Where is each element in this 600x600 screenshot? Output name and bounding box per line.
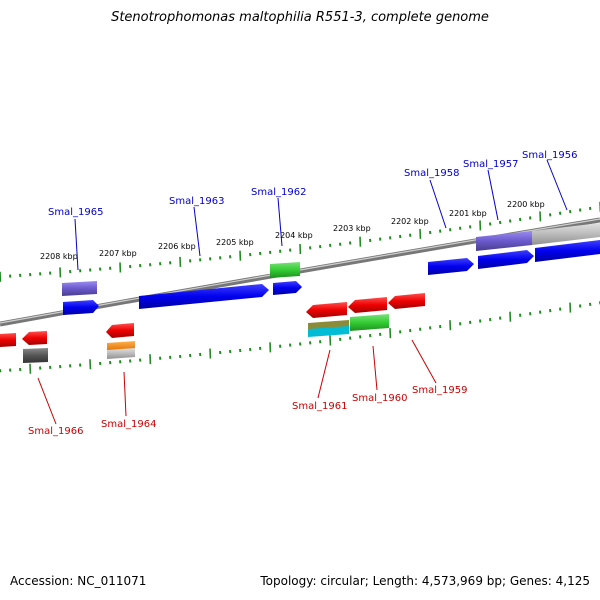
upper-scale-ticks (0, 201, 600, 282)
topology-label: Topology: circular; Length: 4,573,969 bp… (260, 574, 590, 588)
feature-green-1962[interactable] (270, 262, 300, 278)
gene-smal-1964[interactable] (106, 323, 134, 338)
feature-cyan-1961[interactable] (308, 326, 349, 337)
gene-smal-1960[interactable] (348, 297, 387, 313)
label-smal-1956[interactable]: Smal_1956 (522, 150, 577, 161)
label-smal-1961[interactable]: Smal_1961 (292, 401, 347, 412)
feature-purple-1957[interactable] (476, 231, 532, 251)
scale-label-2205: 2205 kbp (216, 238, 254, 247)
feature-darkgray-1966[interactable] (23, 348, 48, 363)
scale-label-2207: 2207 kbp (99, 249, 137, 258)
label-smal-1962[interactable]: Smal_1962 (251, 187, 306, 198)
forward-leaders (74, 159, 568, 271)
map-title: Stenotrophomonas maltophilia R551-3, com… (111, 10, 489, 25)
scale-label-2200: 2200 kbp (507, 200, 545, 209)
reverse-leaders (37, 339, 437, 425)
gene-smal-1958[interactable] (428, 258, 474, 275)
label-smal-1964[interactable]: Smal_1964 (101, 419, 156, 430)
scale-label-2201: 2201 kbp (449, 209, 487, 218)
lower-scale-ticks (0, 301, 600, 374)
label-smal-1966[interactable]: Smal_1966 (28, 426, 83, 437)
gene-smal-1966[interactable] (22, 331, 47, 345)
feature-purple-1965[interactable] (62, 281, 97, 296)
label-smal-1959[interactable]: Smal_1959 (412, 385, 467, 396)
scale-label-2206: 2206 kbp (158, 242, 196, 251)
scale-label-2204: 2204 kbp (275, 231, 313, 240)
gene-smal-1961[interactable] (306, 302, 347, 318)
gene-smal-1965[interactable] (63, 300, 99, 315)
label-smal-1963[interactable]: Smal_1963 (169, 196, 224, 207)
gene-smal-1963[interactable] (139, 284, 269, 309)
feature-green-1960[interactable] (350, 314, 389, 331)
feature-gray-1964[interactable] (107, 348, 135, 359)
gene-smal-1956[interactable] (535, 240, 600, 262)
feature-gray-1956[interactable] (532, 223, 600, 245)
accession-label: Accession: NC_011071 (10, 574, 147, 588)
scale-label-2203: 2203 kbp (333, 224, 371, 233)
label-smal-1965[interactable]: Smal_1965 (48, 207, 103, 218)
gene-smal-1966-a[interactable] (0, 333, 16, 347)
label-smal-1957[interactable]: Smal_1957 (463, 159, 518, 170)
gene-smal-1957[interactable] (478, 250, 534, 269)
gene-smal-1959[interactable] (388, 293, 425, 309)
scale-label-2208: 2208 kbp (40, 252, 78, 261)
label-smal-1960[interactable]: Smal_1960 (352, 393, 407, 404)
scale-label-2202: 2202 kbp (391, 217, 429, 226)
gene-smal-1962[interactable] (273, 281, 302, 295)
label-smal-1958[interactable]: Smal_1958 (404, 168, 459, 179)
